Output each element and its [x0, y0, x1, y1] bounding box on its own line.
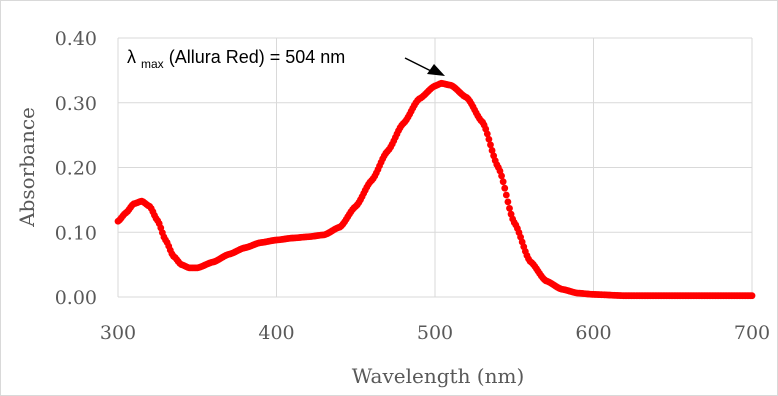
y-axis-label: Absorbance — [15, 107, 39, 228]
data-point — [501, 184, 509, 192]
lambda-annotation-text: (Allura Red) = 504 nm — [169, 47, 346, 67]
data-point — [488, 147, 496, 154]
data-point — [487, 141, 494, 149]
y-tick-label: 0.40 — [55, 28, 97, 50]
y-tick-label: 0.20 — [55, 158, 97, 180]
data-point — [498, 172, 505, 180]
data-point — [748, 292, 756, 300]
data-point — [502, 191, 510, 199]
lambda-max-annotation: λ max (Allura Red) = 504 nm — [127, 47, 345, 72]
gridlines — [117, 37, 753, 298]
annotation-arrowhead — [427, 64, 445, 76]
x-tick-label: 600 — [575, 322, 611, 344]
data-point — [506, 204, 513, 212]
y-tick-labels: 0.00 0.10 0.20 0.30 0.40 — [55, 28, 97, 309]
lambda-subscript: max — [141, 57, 164, 71]
data-point — [504, 198, 512, 206]
x-tick-label: 300 — [100, 322, 136, 344]
x-tick-label: 400 — [258, 322, 294, 344]
y-tick-label: 0.30 — [55, 93, 97, 115]
x-tick-labels: 300 400 500 600 700 — [100, 322, 770, 344]
x-tick-label: 500 — [417, 322, 453, 344]
y-tick-label: 0.00 — [55, 287, 97, 309]
annotation-arrow-line — [404, 57, 432, 72]
x-tick-label: 700 — [734, 322, 770, 344]
data-series — [114, 79, 756, 300]
lambda-symbol: λ — [127, 47, 136, 67]
y-tick-label: 0.10 — [55, 222, 97, 244]
data-point — [483, 130, 491, 138]
data-point — [499, 178, 507, 186]
x-axis-label: Wavelength (nm) — [352, 364, 525, 388]
data-point — [485, 135, 493, 143]
